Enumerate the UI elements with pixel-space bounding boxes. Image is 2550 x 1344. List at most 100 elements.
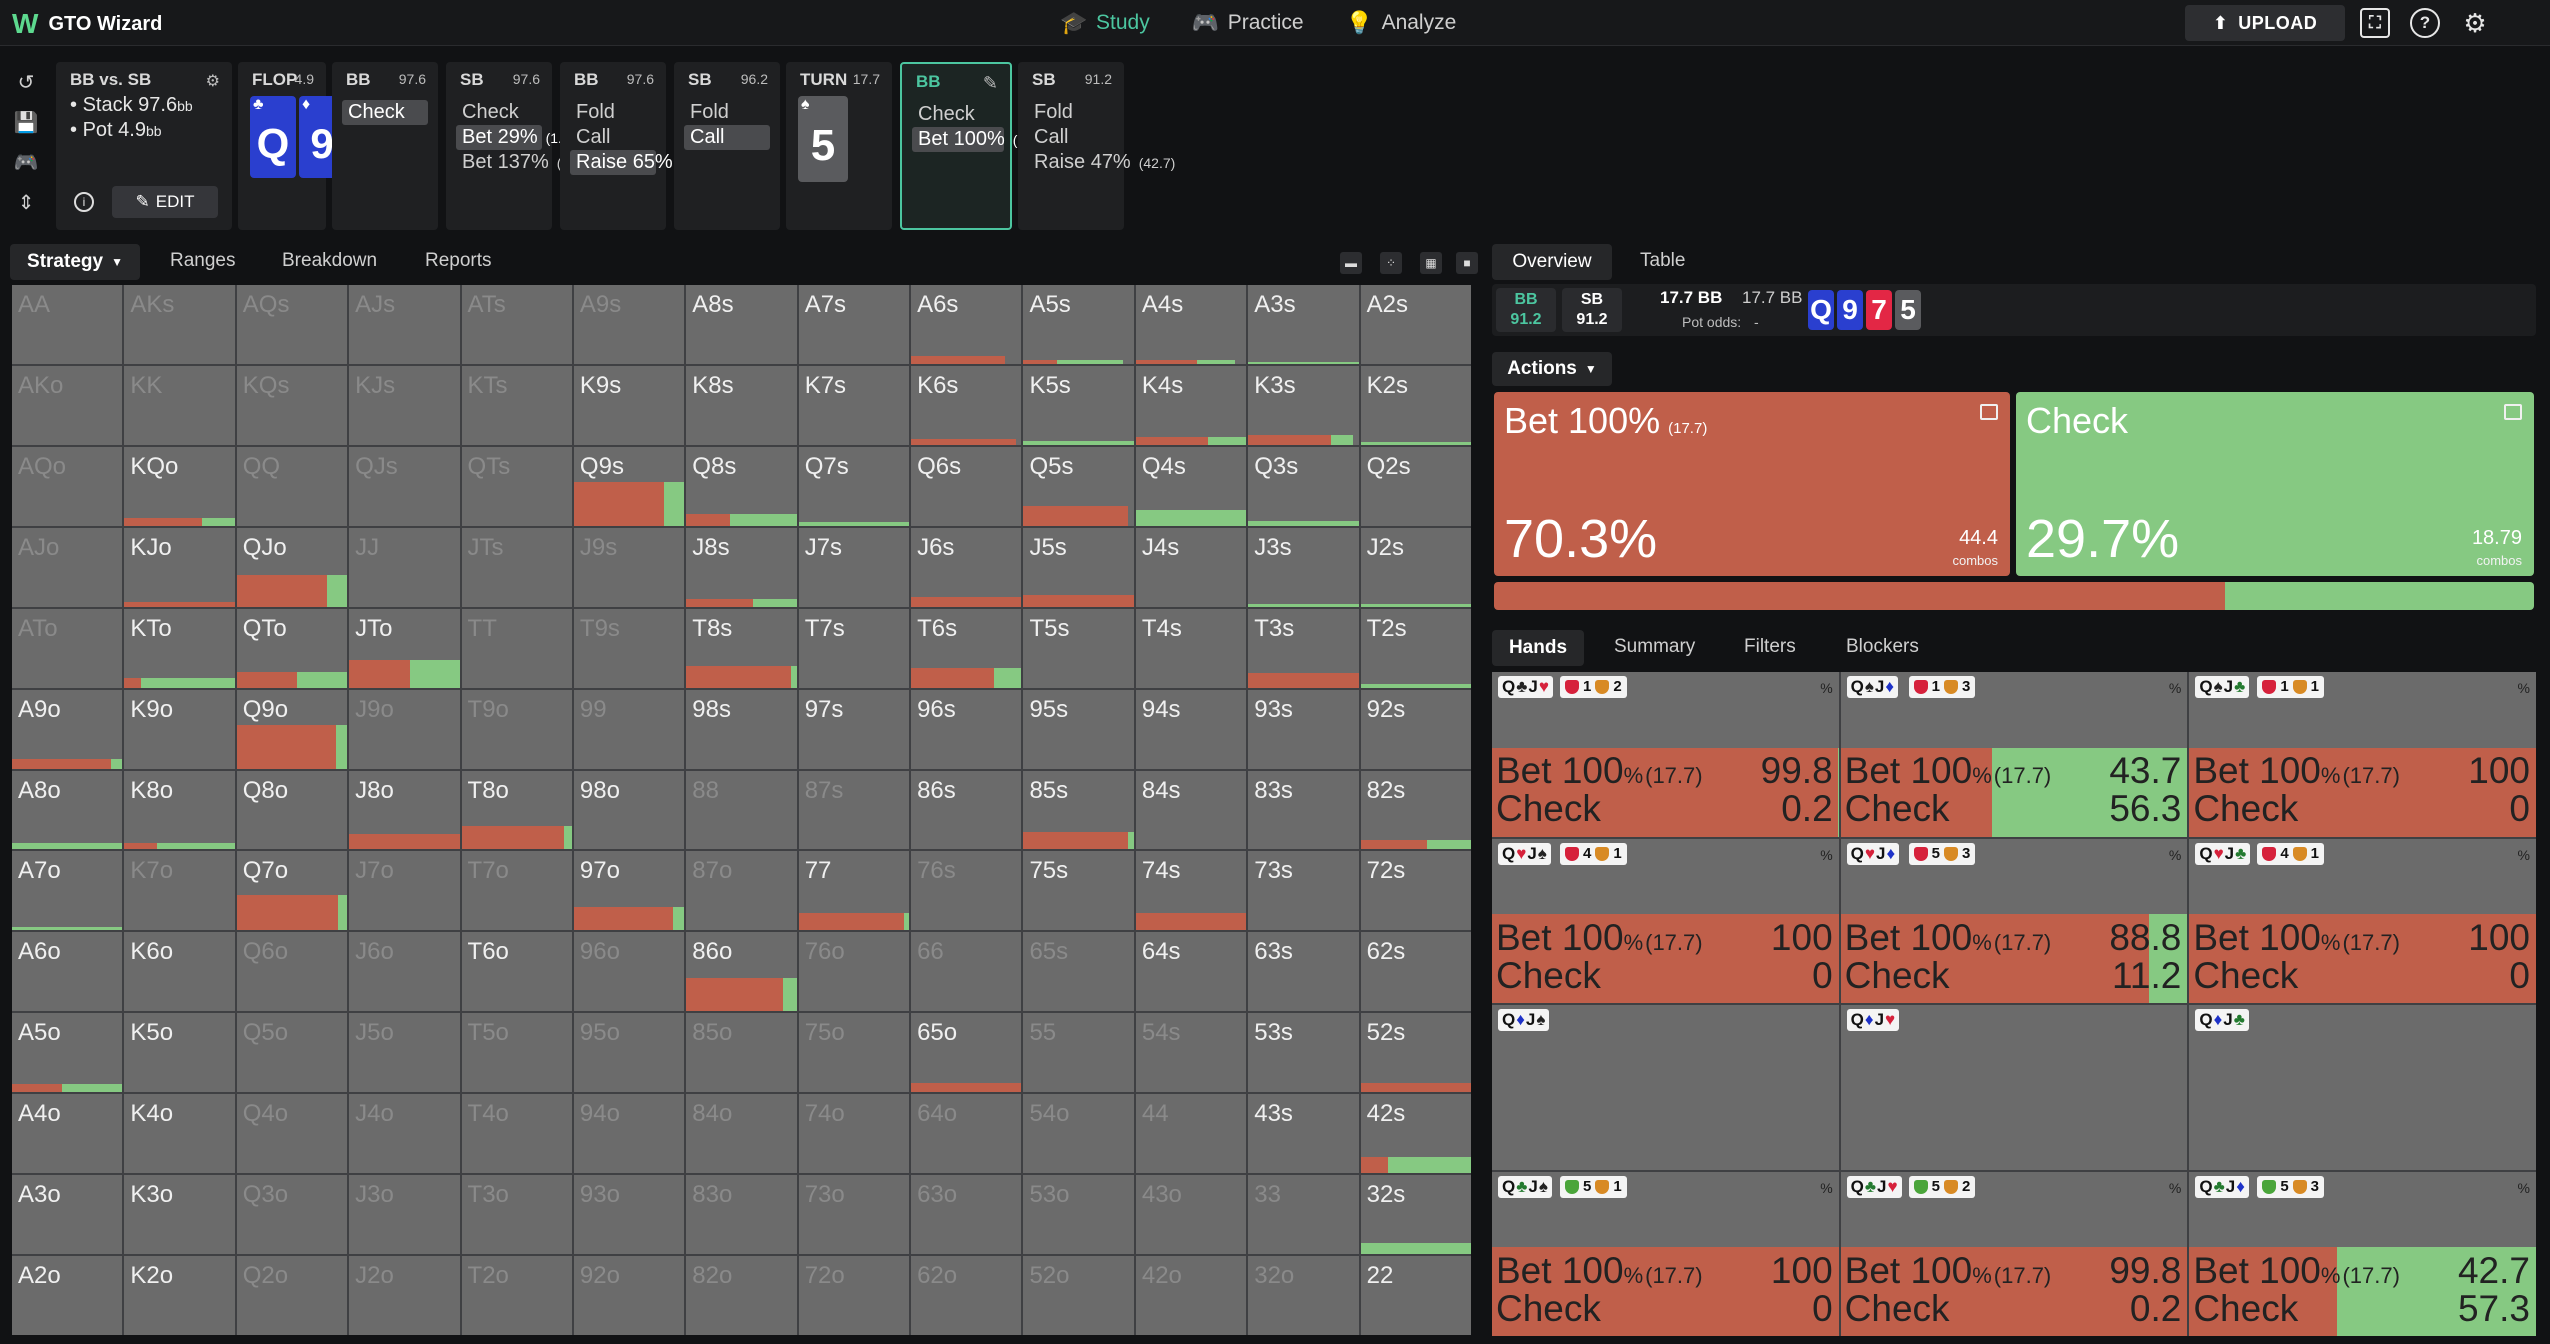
matrix-cell[interactable]: K9o [124, 689, 235, 769]
hand-cell[interactable]: Q ♠ J ♦ 1 3% Bet 100%(17.7) 43.7 Check 56.3 [1840, 672, 2188, 837]
history-option[interactable]: Fold [690, 101, 729, 123]
history-option[interactable]: Fold [576, 101, 615, 123]
matrix-cell[interactable]: 87o [686, 851, 797, 931]
matrix-cell[interactable]: T6o [461, 932, 572, 1012]
matrix-cell[interactable]: 96s [911, 689, 1022, 769]
matrix-cell[interactable]: T7s [798, 608, 910, 688]
matrix-cell[interactable]: AJs [349, 285, 460, 364]
history-option[interactable]: Check [342, 100, 428, 125]
matrix-cell[interactable]: 97o [573, 851, 685, 931]
history-option[interactable]: Raise 65%(6.4) [570, 150, 710, 175]
matrix-cell[interactable]: 62o [911, 1256, 1022, 1335]
matrix-cell[interactable]: 74o [798, 1094, 910, 1174]
nav-analyze[interactable]: 💡 Analyze [1345, 10, 1457, 35]
matrix-cell[interactable]: T3o [461, 1175, 572, 1255]
history-card-7[interactable]: SB 91.2 Fold Call Raise 47% (42.7) [1018, 62, 1175, 230]
matrix-cell[interactable]: 54s [1135, 1013, 1247, 1093]
tab-breakdown[interactable]: Breakdown [282, 250, 378, 271]
matrix-cell[interactable]: 33 [1248, 1175, 1359, 1255]
matrix-cell[interactable]: J3o [349, 1175, 460, 1255]
matrix-cell[interactable]: A7o [12, 851, 123, 931]
matrix-cell[interactable]: Q2o [236, 1256, 348, 1335]
matrix-cell[interactable]: 42s [1360, 1094, 1471, 1174]
hand-cell[interactable]: Q ♦ J ♠ [1492, 1005, 1839, 1170]
tab-hands[interactable]: Hands [1492, 630, 1584, 666]
matrix-cell[interactable]: 94o [573, 1094, 685, 1174]
matrix-cell[interactable]: 85o [686, 1013, 797, 1093]
history-option[interactable]: Bet 29%(1.4) [456, 125, 574, 150]
matrix-cell[interactable]: A6o [12, 932, 123, 1012]
matrix-cell[interactable]: 87s [798, 770, 910, 850]
matrix-cell[interactable]: 92o [573, 1256, 685, 1335]
action-bet-box[interactable]: Bet 100% (17.7) 70.3% 44.4 combos [1494, 392, 2010, 576]
matrix-cell[interactable]: T6s [911, 608, 1022, 688]
nav-study[interactable]: 🎓 Study [1060, 10, 1150, 35]
hand-cell[interactable]: Q ♣ J ♥ 1 2% Bet 100%(17.7) 99.8 Check 0.2 [1492, 672, 1839, 837]
gamepad-icon[interactable]: 🎮 [13, 151, 39, 174]
matrix-cell[interactable]: 55 [1023, 1013, 1134, 1093]
matrix-cell[interactable]: 76o [798, 932, 910, 1012]
nav-practice[interactable]: 🎮 Practice [1191, 10, 1304, 35]
matrix-cell[interactable]: Q6s [911, 446, 1022, 526]
matrix-cell[interactable]: K2s [1360, 365, 1471, 445]
history-option[interactable]: Call [1034, 126, 1069, 148]
matrix-cell[interactable]: 73s [1248, 851, 1359, 931]
matrix-cell[interactable]: ATo [12, 608, 123, 688]
matrix-cell[interactable]: 84s [1135, 770, 1247, 850]
hand-cell[interactable]: Q ♠ J ♣ 1 1% Bet 100%(17.7) 100 Check 0 [2189, 672, 2536, 837]
matrix-cell[interactable]: A4o [12, 1094, 123, 1174]
matrix-cell[interactable]: 86s [911, 770, 1022, 850]
matrix-cell[interactable]: A7s [798, 285, 910, 364]
tab-overview[interactable]: Overview [1492, 244, 1612, 280]
matrix-cell[interactable]: 93s [1248, 689, 1359, 769]
matrix-cell[interactable]: 97s [798, 689, 910, 769]
tab-ranges[interactable]: Ranges [170, 250, 236, 271]
matrix-cell[interactable]: J6s [911, 527, 1022, 607]
save-icon[interactable]: 💾 [13, 111, 39, 134]
matrix-cell[interactable]: K3s [1248, 365, 1359, 445]
matrix-cell[interactable]: A9o [12, 689, 123, 769]
gear-icon[interactable]: ⚙ [2463, 7, 2487, 38]
actions-dropdown[interactable]: Actions ▼ [1492, 352, 1612, 386]
matrix-cell[interactable]: 43s [1248, 1094, 1359, 1174]
matrix-cell[interactable]: Q5s [1023, 446, 1134, 526]
layout-grid-icon[interactable]: ▦ [1420, 252, 1442, 274]
matrix-cell[interactable]: JTo [349, 608, 460, 688]
tab-table[interactable]: Table [1640, 250, 1686, 271]
matrix-cell[interactable]: AQo [12, 446, 123, 526]
hand-cell[interactable]: Q ♦ J ♣ [2189, 1005, 2536, 1170]
matrix-cell[interactable]: J7o [349, 851, 460, 931]
matrix-cell[interactable]: 82o [686, 1256, 797, 1335]
matrix-cell[interactable]: 75o [798, 1013, 910, 1093]
matrix-cell[interactable]: 72o [798, 1256, 910, 1335]
matrix-cell[interactable]: K7o [124, 851, 235, 931]
tab-filters[interactable]: Filters [1744, 636, 1796, 657]
matrix-cell[interactable]: TT [461, 608, 572, 688]
history-card-5[interactable]: TURN 17.7 ♠ 5 [786, 62, 892, 230]
screenshot-icon[interactable]: ⛶ [2360, 8, 2390, 38]
matrix-cell[interactable]: 63s [1248, 932, 1359, 1012]
matrix-cell[interactable]: A8o [12, 770, 123, 850]
layout-full-icon[interactable]: ■ [1456, 252, 1478, 274]
matrix-cell[interactable]: 92s [1360, 689, 1471, 769]
matrix-cell[interactable]: KJs [349, 365, 460, 445]
matrix-cell[interactable]: 85s [1023, 770, 1134, 850]
matrix-cell[interactable]: A8s [686, 285, 797, 364]
matrix-cell[interactable]: 43o [1135, 1175, 1247, 1255]
pencil-icon[interactable]: ✎ [982, 73, 998, 93]
matrix-cell[interactable]: A5s [1023, 285, 1134, 364]
matrix-cell[interactable]: 86o [686, 932, 797, 1012]
gear-icon[interactable]: ⚙ [205, 73, 220, 90]
matrix-cell[interactable]: K4s [1135, 365, 1247, 445]
upload-button[interactable]: ⬆ UPLOAD [2185, 5, 2345, 41]
hand-cell[interactable]: Q ♣ J ♠ 5 1% Bet 100%(17.7) 100 Check 0 [1492, 1171, 1839, 1336]
matrix-cell[interactable]: J2o [349, 1256, 460, 1335]
matrix-cell[interactable]: T7o [461, 851, 572, 931]
matrix-cell[interactable]: T5s [1023, 608, 1134, 688]
matrix-cell[interactable]: K6s [911, 365, 1022, 445]
matrix-cell[interactable]: A3o [12, 1175, 123, 1255]
matrix-cell[interactable]: Q3s [1248, 446, 1359, 526]
matrix-cell[interactable]: K2o [124, 1256, 235, 1335]
matrix-cell[interactable]: K7s [798, 365, 910, 445]
